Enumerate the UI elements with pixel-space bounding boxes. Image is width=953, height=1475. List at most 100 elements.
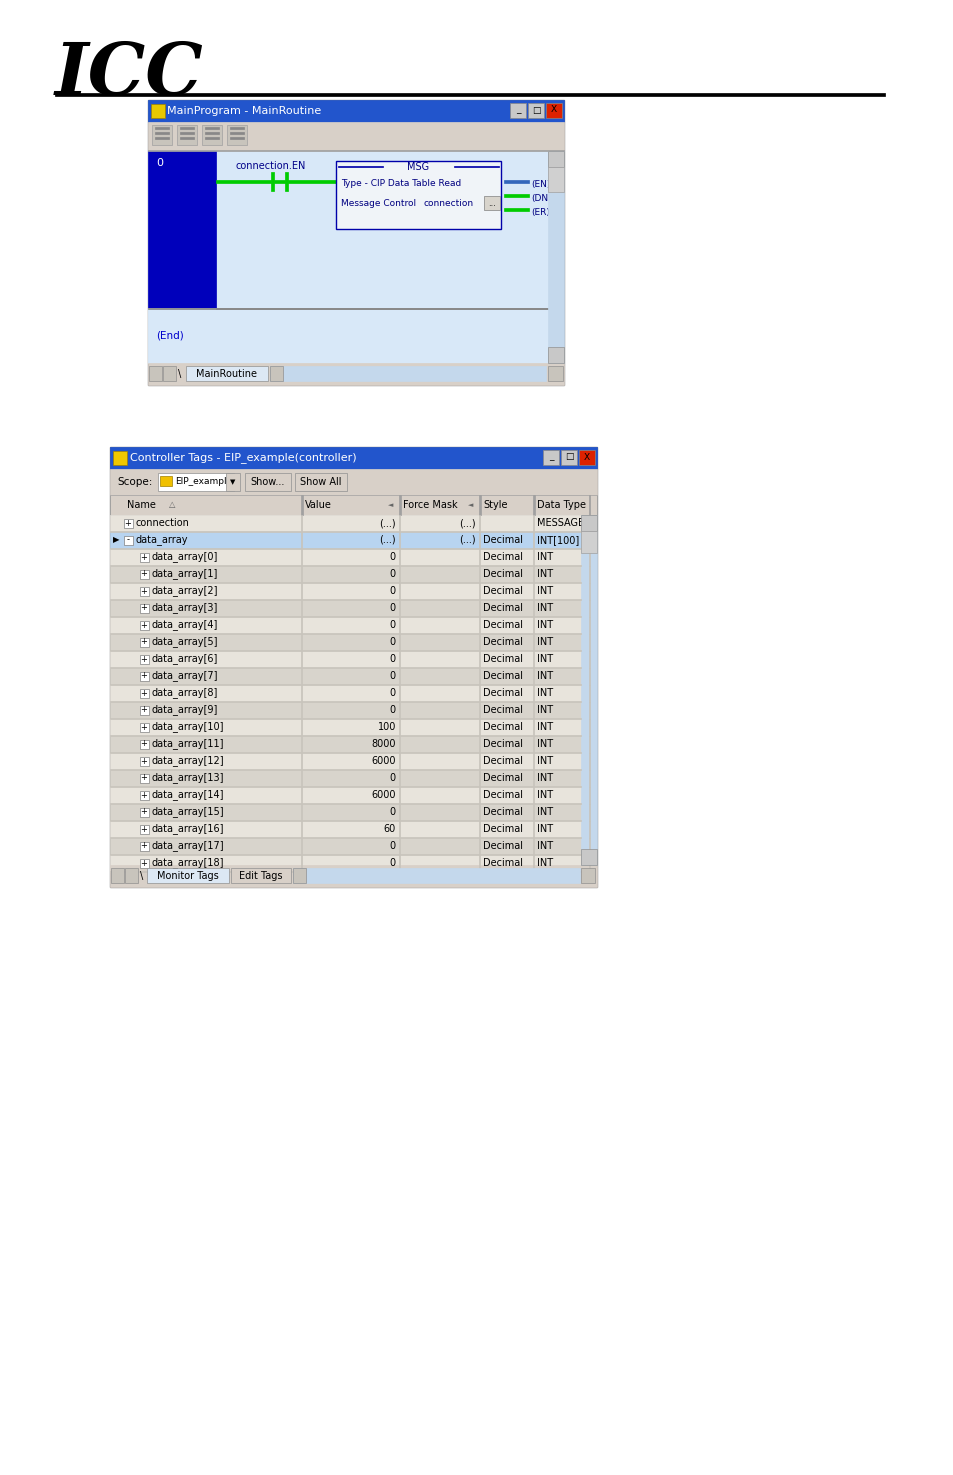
Text: X: X xyxy=(551,106,557,115)
Text: INT: INT xyxy=(537,653,553,664)
Bar xyxy=(140,740,149,749)
Bar xyxy=(588,736,589,754)
Text: data_array[18]: data_array[18] xyxy=(152,857,224,869)
Bar xyxy=(547,366,562,381)
Bar xyxy=(398,838,399,856)
Bar xyxy=(533,668,534,684)
Bar xyxy=(534,496,535,515)
Bar xyxy=(478,736,479,754)
Text: +: + xyxy=(140,739,148,748)
Bar xyxy=(124,535,132,544)
Bar xyxy=(205,137,219,139)
Bar xyxy=(398,617,399,634)
Text: 0: 0 xyxy=(390,637,395,648)
Bar xyxy=(140,825,149,833)
Bar xyxy=(140,842,149,851)
Text: 6000: 6000 xyxy=(371,757,395,766)
Text: 0: 0 xyxy=(390,773,395,783)
Bar xyxy=(533,736,534,754)
Text: data_array[7]: data_array[7] xyxy=(152,671,218,681)
Bar xyxy=(533,702,534,718)
Bar xyxy=(294,473,347,491)
Bar xyxy=(301,718,302,736)
Bar xyxy=(301,566,302,583)
Bar xyxy=(533,822,534,838)
Bar xyxy=(140,603,149,614)
Text: data_array[0]: data_array[0] xyxy=(152,552,218,562)
Bar xyxy=(301,496,302,515)
Text: 0: 0 xyxy=(390,552,395,562)
Bar xyxy=(533,566,534,583)
Bar xyxy=(110,718,580,736)
Text: Edit Tags: Edit Tags xyxy=(239,872,282,881)
Bar xyxy=(478,566,479,583)
Text: Decimal: Decimal xyxy=(482,653,522,664)
Text: data_array[6]: data_array[6] xyxy=(152,653,218,664)
Text: connection.EN: connection.EN xyxy=(235,161,306,171)
Bar xyxy=(398,549,399,566)
Text: Scope:: Scope: xyxy=(117,476,152,487)
Text: INT: INT xyxy=(537,757,553,766)
Bar xyxy=(545,103,561,118)
Text: (...): (...) xyxy=(379,518,395,528)
Text: +: + xyxy=(140,773,148,783)
Bar xyxy=(110,634,580,650)
Text: \: \ xyxy=(140,872,143,881)
Text: data_array[15]: data_array[15] xyxy=(152,807,224,817)
Bar xyxy=(588,600,589,617)
Bar xyxy=(301,650,302,668)
Bar xyxy=(478,583,479,600)
Text: Style: Style xyxy=(482,500,507,510)
Bar xyxy=(560,450,577,465)
Text: data_array[2]: data_array[2] xyxy=(152,586,218,596)
Bar xyxy=(293,867,306,884)
Bar xyxy=(154,137,169,139)
Bar xyxy=(588,838,589,856)
Text: 0: 0 xyxy=(390,653,395,664)
Bar xyxy=(588,617,589,634)
Bar xyxy=(398,566,399,583)
Bar xyxy=(301,855,302,872)
Bar xyxy=(398,600,399,617)
Bar xyxy=(110,702,580,718)
Bar xyxy=(398,650,399,668)
Bar xyxy=(533,549,534,566)
Text: INT: INT xyxy=(537,705,553,715)
Text: +: + xyxy=(140,807,148,817)
Bar xyxy=(398,736,399,754)
Text: Decimal: Decimal xyxy=(482,807,522,817)
Text: 100: 100 xyxy=(377,721,395,732)
Bar xyxy=(398,855,399,872)
Text: data_array[8]: data_array[8] xyxy=(152,687,218,699)
Bar xyxy=(110,600,580,617)
Text: Decimal: Decimal xyxy=(482,671,522,681)
Bar xyxy=(478,838,479,856)
Bar xyxy=(148,100,563,385)
Bar xyxy=(140,791,149,799)
Text: connection: connection xyxy=(423,199,474,208)
Text: Decimal: Decimal xyxy=(482,825,522,833)
Text: Controller Tags - EIP_example(controller): Controller Tags - EIP_example(controller… xyxy=(130,453,356,463)
Bar xyxy=(205,127,219,128)
Bar xyxy=(140,587,149,596)
Text: 0: 0 xyxy=(390,705,395,715)
Bar xyxy=(110,549,580,566)
Bar xyxy=(274,180,285,183)
Bar xyxy=(588,549,589,566)
Bar xyxy=(140,569,149,580)
Text: +: + xyxy=(140,689,148,698)
Bar xyxy=(110,804,580,822)
Bar xyxy=(398,718,399,736)
Text: ...: ... xyxy=(488,199,496,208)
Text: INT: INT xyxy=(537,739,553,749)
Bar xyxy=(149,366,162,381)
Text: Decimal: Decimal xyxy=(482,637,522,648)
Text: INT: INT xyxy=(537,552,553,562)
Bar xyxy=(533,718,534,736)
Text: data_array[1]: data_array[1] xyxy=(152,568,218,580)
Text: 0: 0 xyxy=(390,620,395,630)
Text: 0: 0 xyxy=(390,687,395,698)
Bar xyxy=(110,650,580,668)
Text: ICC: ICC xyxy=(55,40,204,111)
Bar xyxy=(215,180,271,183)
